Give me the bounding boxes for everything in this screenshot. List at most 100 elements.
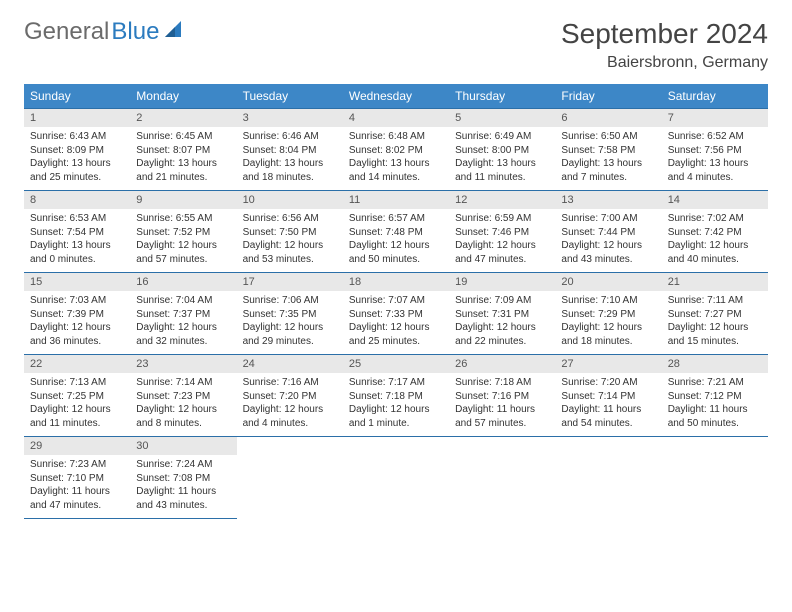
daylight-line: Daylight: 12 hours and 25 minutes. xyxy=(349,321,443,348)
calendar-week-row: 1Sunrise: 6:43 AMSunset: 8:09 PMDaylight… xyxy=(24,109,768,191)
day-body: Sunrise: 6:55 AMSunset: 7:52 PMDaylight:… xyxy=(130,209,236,272)
calendar-cell: 5Sunrise: 6:49 AMSunset: 8:00 PMDaylight… xyxy=(449,109,555,191)
daylight-line: Daylight: 12 hours and 36 minutes. xyxy=(30,321,124,348)
day-body: Sunrise: 7:07 AMSunset: 7:33 PMDaylight:… xyxy=(343,291,449,354)
calendar-cell xyxy=(449,437,555,519)
calendar-cell: 30Sunrise: 7:24 AMSunset: 7:08 PMDayligh… xyxy=(130,437,236,519)
daylight-line: Daylight: 12 hours and 29 minutes. xyxy=(243,321,337,348)
sunrise-line: Sunrise: 7:13 AM xyxy=(30,376,124,390)
daylight-line: Daylight: 12 hours and 57 minutes. xyxy=(136,239,230,266)
day-number: 26 xyxy=(449,355,555,373)
day-number: 11 xyxy=(343,191,449,209)
daylight-line: Daylight: 12 hours and 18 minutes. xyxy=(561,321,655,348)
sunrise-line: Sunrise: 6:50 AM xyxy=(561,130,655,144)
calendar-cell: 14Sunrise: 7:02 AMSunset: 7:42 PMDayligh… xyxy=(662,191,768,273)
daylight-line: Daylight: 12 hours and 32 minutes. xyxy=(136,321,230,348)
day-body: Sunrise: 7:09 AMSunset: 7:31 PMDaylight:… xyxy=(449,291,555,354)
sunset-line: Sunset: 8:07 PM xyxy=(136,144,230,158)
day-number: 28 xyxy=(662,355,768,373)
day-number: 3 xyxy=(237,109,343,127)
daylight-line: Daylight: 11 hours and 57 minutes. xyxy=(455,403,549,430)
day-number: 20 xyxy=(555,273,661,291)
weekday-header: Wednesday xyxy=(343,84,449,109)
day-number: 29 xyxy=(24,437,130,455)
sunset-line: Sunset: 8:09 PM xyxy=(30,144,124,158)
calendar-cell: 28Sunrise: 7:21 AMSunset: 7:12 PMDayligh… xyxy=(662,355,768,437)
day-number: 16 xyxy=(130,273,236,291)
day-body: Sunrise: 6:53 AMSunset: 7:54 PMDaylight:… xyxy=(24,209,130,272)
weekday-header: Saturday xyxy=(662,84,768,109)
calendar-cell: 3Sunrise: 6:46 AMSunset: 8:04 PMDaylight… xyxy=(237,109,343,191)
calendar-table: SundayMondayTuesdayWednesdayThursdayFrid… xyxy=(24,84,768,519)
sunrise-line: Sunrise: 6:57 AM xyxy=(349,212,443,226)
sunrise-line: Sunrise: 7:24 AM xyxy=(136,458,230,472)
calendar-cell: 11Sunrise: 6:57 AMSunset: 7:48 PMDayligh… xyxy=(343,191,449,273)
day-number: 18 xyxy=(343,273,449,291)
sunset-line: Sunset: 7:42 PM xyxy=(668,226,762,240)
sunrise-line: Sunrise: 6:52 AM xyxy=(668,130,762,144)
daylight-line: Daylight: 13 hours and 18 minutes. xyxy=(243,157,337,184)
calendar-cell: 10Sunrise: 6:56 AMSunset: 7:50 PMDayligh… xyxy=(237,191,343,273)
daylight-line: Daylight: 12 hours and 8 minutes. xyxy=(136,403,230,430)
day-number: 17 xyxy=(237,273,343,291)
sunrise-line: Sunrise: 6:43 AM xyxy=(30,130,124,144)
location: Baiersbronn, Germany xyxy=(561,54,768,72)
sunset-line: Sunset: 8:04 PM xyxy=(243,144,337,158)
daylight-line: Daylight: 13 hours and 25 minutes. xyxy=(30,157,124,184)
sunset-line: Sunset: 7:31 PM xyxy=(455,308,549,322)
sunrise-line: Sunrise: 7:03 AM xyxy=(30,294,124,308)
day-number: 25 xyxy=(343,355,449,373)
day-body: Sunrise: 7:06 AMSunset: 7:35 PMDaylight:… xyxy=(237,291,343,354)
calendar-week-row: 22Sunrise: 7:13 AMSunset: 7:25 PMDayligh… xyxy=(24,355,768,437)
day-body: Sunrise: 6:52 AMSunset: 7:56 PMDaylight:… xyxy=(662,127,768,190)
day-number: 19 xyxy=(449,273,555,291)
header: GeneralBlue September 2024 Baiersbronn, … xyxy=(24,18,768,72)
sunset-line: Sunset: 7:50 PM xyxy=(243,226,337,240)
calendar-week-row: 15Sunrise: 7:03 AMSunset: 7:39 PMDayligh… xyxy=(24,273,768,355)
daylight-line: Daylight: 11 hours and 43 minutes. xyxy=(136,485,230,512)
day-body: Sunrise: 6:49 AMSunset: 8:00 PMDaylight:… xyxy=(449,127,555,190)
calendar-cell: 25Sunrise: 7:17 AMSunset: 7:18 PMDayligh… xyxy=(343,355,449,437)
daylight-line: Daylight: 12 hours and 1 minute. xyxy=(349,403,443,430)
day-body: Sunrise: 6:46 AMSunset: 8:04 PMDaylight:… xyxy=(237,127,343,190)
day-number: 6 xyxy=(555,109,661,127)
sunset-line: Sunset: 7:20 PM xyxy=(243,390,337,404)
day-body: Sunrise: 6:48 AMSunset: 8:02 PMDaylight:… xyxy=(343,127,449,190)
month-title: September 2024 xyxy=(561,18,768,50)
sunrise-line: Sunrise: 7:00 AM xyxy=(561,212,655,226)
day-body: Sunrise: 6:57 AMSunset: 7:48 PMDaylight:… xyxy=(343,209,449,272)
calendar-cell: 15Sunrise: 7:03 AMSunset: 7:39 PMDayligh… xyxy=(24,273,130,355)
day-body: Sunrise: 7:24 AMSunset: 7:08 PMDaylight:… xyxy=(130,455,236,518)
day-number: 14 xyxy=(662,191,768,209)
day-body: Sunrise: 7:10 AMSunset: 7:29 PMDaylight:… xyxy=(555,291,661,354)
day-body: Sunrise: 6:45 AMSunset: 8:07 PMDaylight:… xyxy=(130,127,236,190)
sunset-line: Sunset: 7:44 PM xyxy=(561,226,655,240)
day-body: Sunrise: 7:03 AMSunset: 7:39 PMDaylight:… xyxy=(24,291,130,354)
sunset-line: Sunset: 7:56 PM xyxy=(668,144,762,158)
day-body: Sunrise: 7:00 AMSunset: 7:44 PMDaylight:… xyxy=(555,209,661,272)
day-number: 15 xyxy=(24,273,130,291)
calendar-week-row: 29Sunrise: 7:23 AMSunset: 7:10 PMDayligh… xyxy=(24,437,768,519)
sunrise-line: Sunrise: 7:21 AM xyxy=(668,376,762,390)
daylight-line: Daylight: 12 hours and 22 minutes. xyxy=(455,321,549,348)
sunrise-line: Sunrise: 6:56 AM xyxy=(243,212,337,226)
calendar-cell xyxy=(555,437,661,519)
day-body: Sunrise: 7:13 AMSunset: 7:25 PMDaylight:… xyxy=(24,373,130,436)
logo: GeneralBlue xyxy=(24,18,185,46)
sunset-line: Sunset: 7:35 PM xyxy=(243,308,337,322)
calendar-week-row: 8Sunrise: 6:53 AMSunset: 7:54 PMDaylight… xyxy=(24,191,768,273)
daylight-line: Daylight: 11 hours and 50 minutes. xyxy=(668,403,762,430)
calendar-cell: 13Sunrise: 7:00 AMSunset: 7:44 PMDayligh… xyxy=(555,191,661,273)
sunrise-line: Sunrise: 7:06 AM xyxy=(243,294,337,308)
sunset-line: Sunset: 7:58 PM xyxy=(561,144,655,158)
sunrise-line: Sunrise: 7:16 AM xyxy=(243,376,337,390)
sunrise-line: Sunrise: 7:07 AM xyxy=(349,294,443,308)
sunrise-line: Sunrise: 7:02 AM xyxy=(668,212,762,226)
day-number: 30 xyxy=(130,437,236,455)
day-number: 10 xyxy=(237,191,343,209)
sunrise-line: Sunrise: 7:04 AM xyxy=(136,294,230,308)
calendar-cell: 19Sunrise: 7:09 AMSunset: 7:31 PMDayligh… xyxy=(449,273,555,355)
sunrise-line: Sunrise: 6:53 AM xyxy=(30,212,124,226)
day-number: 21 xyxy=(662,273,768,291)
day-number: 1 xyxy=(24,109,130,127)
